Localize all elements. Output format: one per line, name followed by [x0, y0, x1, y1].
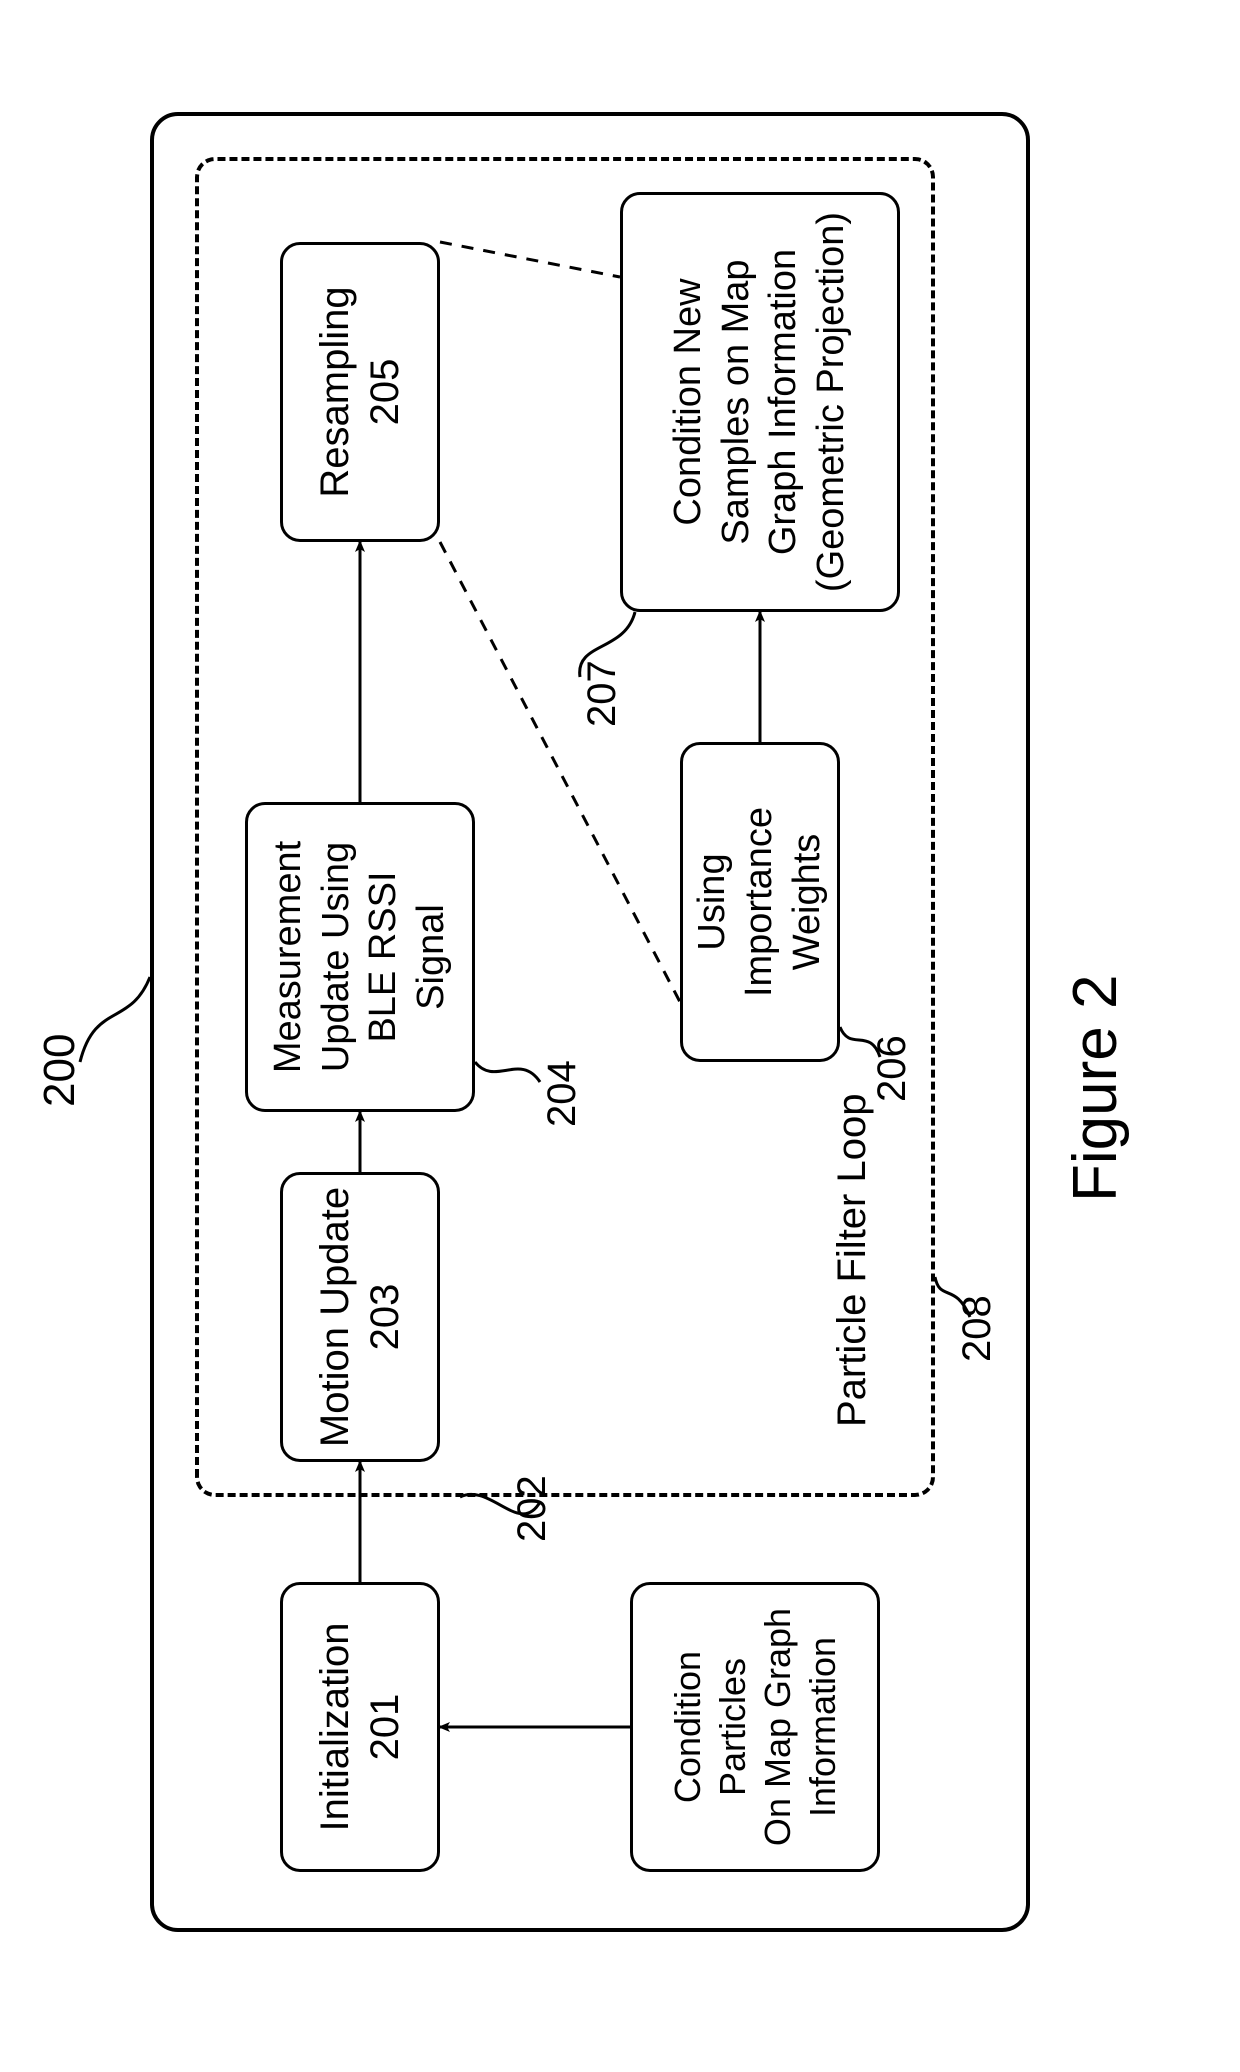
node-condition-new-samples-line3: Graph Information [760, 212, 808, 592]
diagram-inner: Initialization 201 Condition Particles O… [0, 0, 1240, 2072]
node-using-importance-weights-line2: Weights [784, 755, 832, 1049]
node-condition-particles: Condition Particles On Map Graph Informa… [630, 1582, 880, 1872]
squiggle-200 [80, 977, 150, 1062]
node-measurement-update: Measurement Update Using BLE RSSI Signal [245, 802, 475, 1112]
node-resampling: Resampling 205 [280, 242, 440, 542]
node-initialization-line2: 201 [360, 1623, 410, 1832]
node-using-importance-weights-line1: Using Importance [689, 755, 784, 1049]
node-initialization: Initialization 201 [280, 1582, 440, 1872]
particle-filter-loop-label: Particle Filter Loop [830, 1094, 875, 1427]
node-condition-new-samples-line4: (Geometric Projection) [808, 212, 856, 592]
ref-208: 208 [955, 1295, 1000, 1362]
node-resampling-line1: Resampling [310, 286, 360, 497]
node-measurement-update-line2: Update Using [313, 815, 361, 1099]
ref-202: 202 [510, 1475, 555, 1542]
node-measurement-update-line1: Measurement [265, 815, 313, 1099]
ref-200: 200 [35, 1034, 85, 1107]
node-initialization-line1: Initialization [310, 1623, 360, 1832]
node-condition-new-samples-line1: Condition New [665, 212, 713, 592]
figure-label: Figure 2 [1060, 975, 1131, 1202]
node-condition-particles-line3: Information [800, 1595, 845, 1859]
node-using-importance-weights: Using Importance Weights [680, 742, 840, 1062]
node-condition-new-samples-line2: Samples on Map [713, 212, 761, 592]
node-motion-update-line2: 203 [360, 1187, 410, 1447]
node-condition-particles-line2: On Map Graph [755, 1595, 800, 1859]
node-resampling-line2: 205 [360, 286, 410, 497]
figure-canvas: Initialization 201 Condition Particles O… [0, 0, 1240, 2072]
ref-204: 204 [540, 1060, 585, 1127]
ref-207: 207 [580, 660, 625, 727]
node-motion-update: Motion Update 203 [280, 1172, 440, 1462]
node-condition-particles-line1: Condition Particles [665, 1595, 755, 1859]
node-condition-new-samples: Condition New Samples on Map Graph Infor… [620, 192, 900, 612]
rotated-layout: Initialization 201 Condition Particles O… [0, 0, 1240, 2072]
node-motion-update-line1: Motion Update [310, 1187, 360, 1447]
node-measurement-update-line3: BLE RSSI Signal [360, 815, 455, 1099]
ref-206: 206 [870, 1035, 915, 1102]
